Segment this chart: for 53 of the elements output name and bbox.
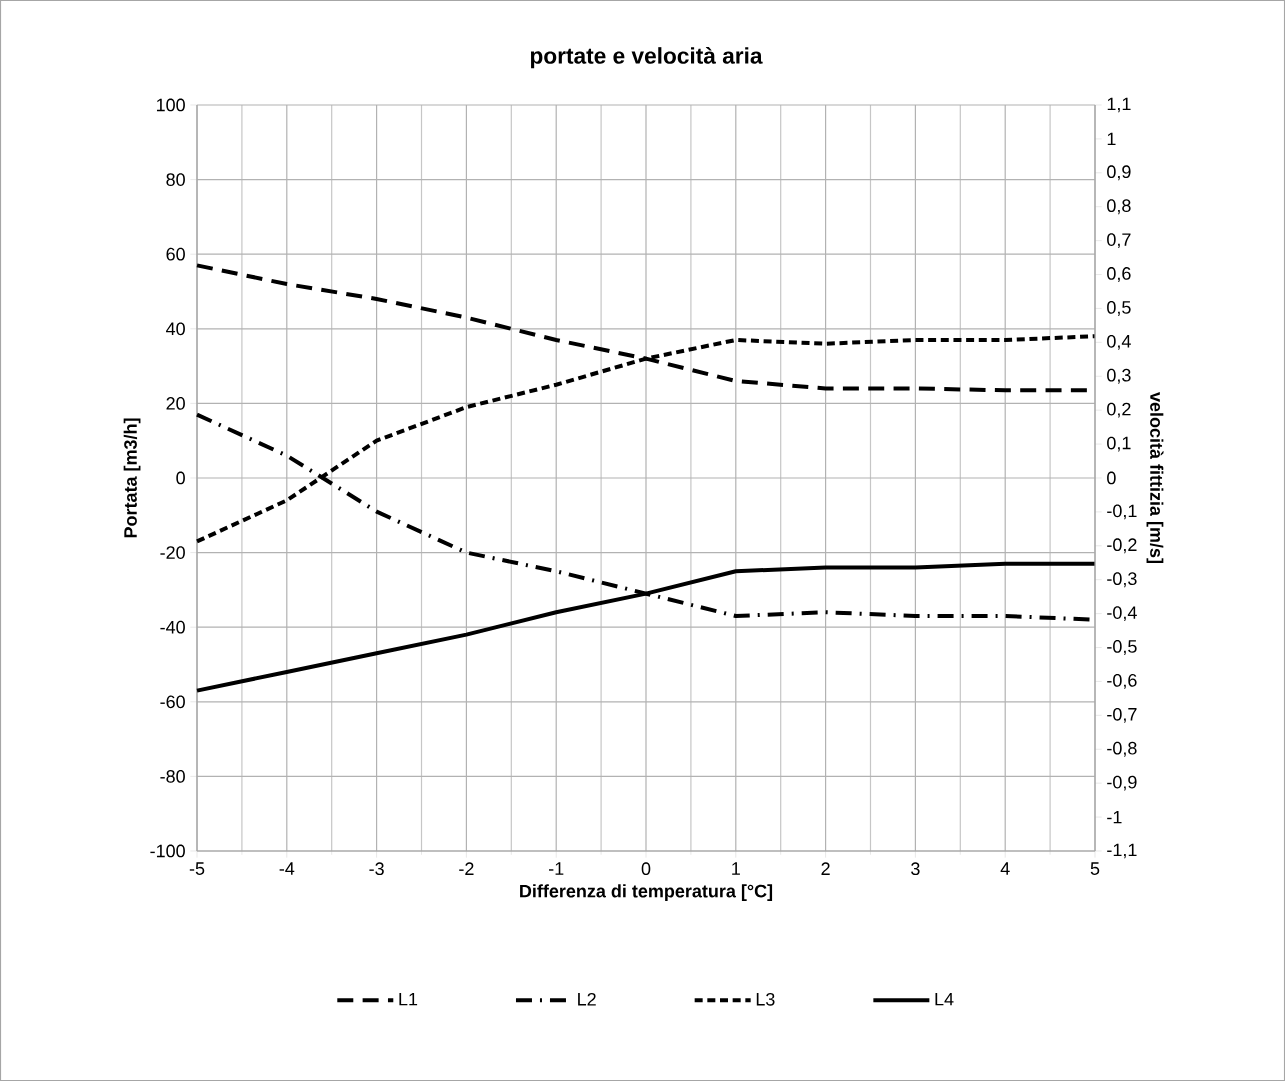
y-tick-label: -100 — [150, 844, 185, 858]
y2-tick-label: -0,8 — [1107, 741, 1137, 757]
y2-tick-label: -1 — [1107, 810, 1122, 824]
y2-tick-label: 0,3 — [1107, 368, 1131, 384]
y2-tick-label: -0,1 — [1107, 504, 1137, 520]
y2-tick-label: -0,4 — [1107, 606, 1137, 622]
chart-title: portate e velocità aria — [530, 46, 763, 69]
y-tick-label: 100 — [156, 98, 185, 112]
x-axis-title: Differenza di temperatura [°C] — [520, 884, 773, 902]
y-tick-label: -80 — [160, 770, 185, 783]
y2-tick-label: 0,9 — [1107, 165, 1131, 181]
y2-tick-label: 0,8 — [1107, 199, 1131, 215]
x-tick-label: -5 — [189, 862, 205, 875]
y2-tick-label: -0,9 — [1107, 775, 1137, 791]
y2-tick-label: -1,1 — [1107, 843, 1137, 859]
x-tick-label: 3 — [911, 862, 920, 876]
y2-tick-label: 0 — [1107, 471, 1116, 485]
x-tick-label: -1 — [548, 862, 564, 875]
y2-tick-label: 0,2 — [1107, 402, 1131, 418]
y2-tick-label: -0,3 — [1107, 572, 1137, 588]
legend-label: L3 — [756, 992, 775, 1006]
y2-tick-label: -0,2 — [1107, 538, 1137, 554]
y2-axis-title: velocità fittizia [m/s] — [1146, 392, 1164, 563]
y2-tick-label: -0,7 — [1107, 707, 1137, 723]
y-tick-label: -40 — [160, 620, 185, 634]
x-tick-label: 5 — [1090, 862, 1100, 875]
y-tick-label: 40 — [166, 322, 185, 336]
y2-tick-label: 0,5 — [1107, 301, 1131, 316]
y-tick-label: 80 — [166, 173, 185, 186]
y2-tick-label: 1 — [1107, 132, 1116, 146]
y2-tick-label: 0,6 — [1107, 267, 1131, 282]
y2-tick-label: -0,6 — [1107, 674, 1137, 689]
y-axis-title: Portata [m3/h] — [123, 418, 141, 538]
x-tick-label: 2 — [821, 862, 830, 875]
y2-tick-label: 0,4 — [1107, 334, 1131, 350]
y2-tick-label: -0,5 — [1107, 640, 1137, 655]
y-tick-label: 60 — [166, 247, 185, 261]
x-tick-label: 4 — [1000, 862, 1010, 875]
y2-tick-label: 0,7 — [1107, 233, 1131, 249]
y-tick-label: -20 — [160, 546, 185, 559]
x-tick-label: -4 — [279, 862, 295, 875]
legend-label: L1 — [399, 993, 418, 1006]
y-tick-label: 20 — [166, 397, 185, 410]
y2-tick-label: 0,1 — [1107, 436, 1131, 452]
legend-label: L2 — [578, 992, 596, 1006]
x-tick-label: 1 — [732, 862, 740, 875]
x-tick-label: 0 — [641, 862, 651, 876]
y2-tick-label: 1,1 — [1107, 97, 1131, 113]
y-tick-label: 0 — [176, 471, 185, 485]
legend-label: L4 — [935, 993, 954, 1006]
x-tick-label: -2 — [459, 862, 474, 875]
x-tick-label: -3 — [369, 862, 384, 876]
y-tick-label: -60 — [160, 695, 185, 709]
